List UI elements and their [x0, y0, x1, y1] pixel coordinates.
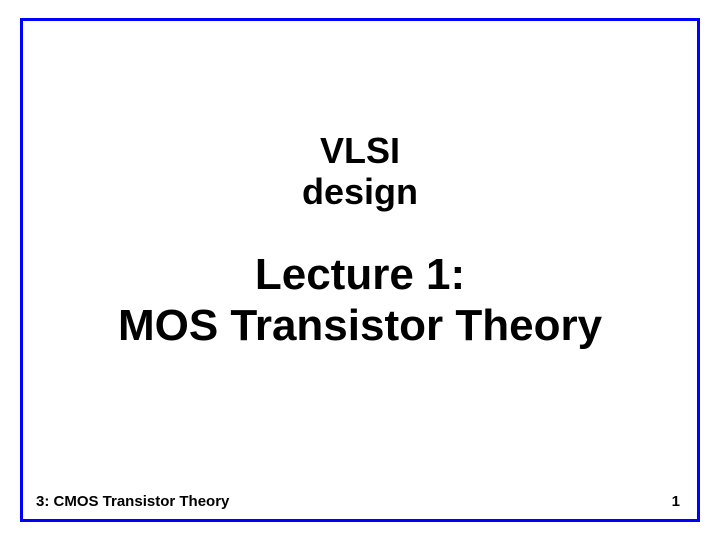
- course-title-line1: VLSI: [0, 130, 720, 171]
- lecture-title-line1: Lecture 1:: [0, 250, 720, 301]
- lecture-title-block: Lecture 1: MOS Transistor Theory: [0, 250, 720, 351]
- lecture-title-line2: MOS Transistor Theory: [0, 301, 720, 352]
- course-title-line2: design: [0, 171, 720, 212]
- footer-page-number: 1: [672, 493, 680, 510]
- footer-chapter: 3: CMOS Transistor Theory: [36, 493, 229, 510]
- course-title-block: VLSI design: [0, 130, 720, 213]
